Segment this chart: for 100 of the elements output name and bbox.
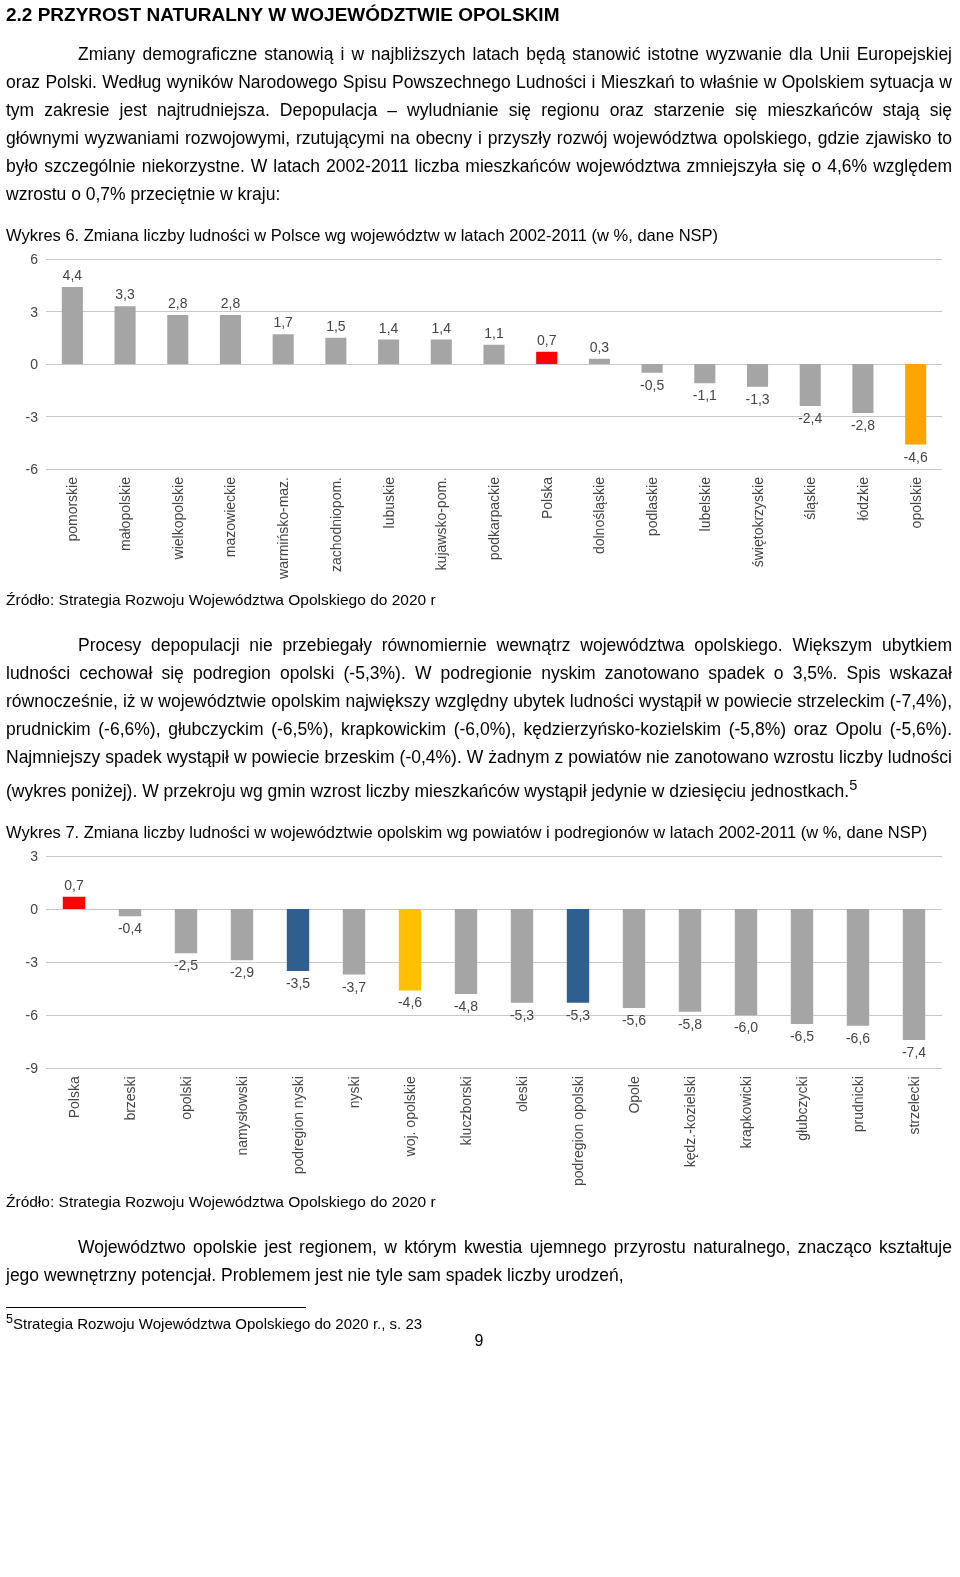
data-label: -6,6 (845, 1029, 871, 1046)
data-label: 0,3 (589, 338, 610, 355)
text: 2.2 PRZYROST NATURALNY W WOJEWÓDZTWIE OPOLSKIM (6, 4, 561, 26)
x-tick-label: świętokrzyskie (749, 476, 766, 568)
x-tick-label: prudnicki (850, 1076, 866, 1133)
bar (483, 344, 505, 364)
text: $^{5}$Strategia Rozwoju Województwa Opolskiego do 2020 r., s. 23 (6, 1310, 423, 1332)
x-tick-label: namysłowski (234, 1076, 250, 1156)
bar (694, 364, 716, 384)
bar (746, 364, 769, 387)
data-label: -0,4 (117, 919, 143, 936)
data-label: -5,8 (677, 1015, 703, 1032)
y-tick-label: 0 (30, 900, 39, 917)
x-tick-label: podkarpackie (486, 476, 502, 561)
data-label: 1,4 (431, 319, 452, 336)
x-tick-label: warmińsko-maz. (275, 477, 292, 580)
bar (852, 364, 874, 413)
bar (61, 287, 83, 364)
text: Źródło: Strategia Rozwoju Województwa Opolskiego do 2020 r (6, 1192, 437, 1211)
y-tick-label: 3 (30, 847, 39, 864)
x-tick-label: lubuskie (380, 476, 397, 529)
x-tick-label: podlaskie (644, 476, 661, 537)
x-tick-label: oleski (514, 1076, 530, 1112)
data-label: 0,7 (536, 331, 557, 348)
data-label: -4,6 (397, 994, 423, 1011)
bar (167, 315, 189, 364)
x-tick-label: nyski (346, 1076, 362, 1108)
bar (378, 339, 400, 364)
bar (272, 334, 294, 364)
x-tick-label: opolski (178, 1076, 194, 1120)
data-label: -0,5 (640, 376, 665, 393)
y-tick-label: -6 (25, 461, 39, 477)
bar (588, 358, 610, 364)
data-label: 1,1 (484, 324, 504, 341)
data-label: 3,3 (115, 286, 135, 303)
bar (430, 339, 452, 364)
x-tick-label: małopolskie (117, 476, 134, 551)
y-tick-label: 0 (30, 356, 39, 372)
data-label: -2,9 (229, 964, 255, 981)
y-tick-label: -9 (25, 1060, 39, 1077)
data-label: -3,7 (341, 978, 367, 995)
data-label: -1,1 (692, 387, 718, 404)
x-tick-label: Polska (538, 476, 555, 520)
x-tick-label: krapkowicki (738, 1076, 754, 1149)
bar (325, 337, 347, 364)
data-label: 2,8 (220, 295, 241, 311)
bar (114, 306, 136, 364)
chart-title: Wykres 6. Zmiana liczby ludności w Polsce wg województw w latach 2002-2011 (w %, dane NSP) (6, 226, 720, 245)
x-tick-label: Opole (626, 1075, 642, 1114)
y-tick-label: 6 (30, 251, 39, 267)
x-tick-label: kędz.-kozielski (682, 1076, 698, 1168)
data-label: -6,0 (733, 1019, 759, 1036)
data-label: 0,7 (64, 876, 84, 893)
data-label: -2,5 (173, 957, 199, 974)
data-label: -5,6 (621, 1011, 647, 1028)
text: Procesy depopulacji nie przebiegały równomiernie wewnątrz województwa opolskiego. Większym ubytkiem ludności cechował się podregion opolski (-5,3%). W podregionie nyskim zanotowano spadek o 3,5%. Spis wskazał równocześnie, iż w województwie opolskim największy względny ubytek ludności wystąpił w powiecie strzeleckim (-7,4%), prudnickim (-6,6%), głubczyckim (-6,5%), krapkowickim (-6,0%), kędzierzyńsko-kozielskim (-5,8%) oraz Opolu (-5,6%). Najmniejszy spadek wystąpił w powiecie brzeskim (-0,4%). W żadnym z powiatów nie zanotowano wzrostu liczby ludności (wykres poniżej). W przekroju wg gmin wzrost liczby mieszkańców wystąpił jedynie w dziesięciu jednostkach.$^{5}$ (6, 634, 952, 803)
data-label: -5,3 (509, 1006, 535, 1023)
x-tick-label: wielkopolskie (169, 476, 186, 561)
bar (799, 364, 821, 406)
bar (219, 315, 242, 364)
x-tick-label: łódzkie (854, 476, 871, 521)
chart-title: Wykres 7. Zmiana liczby ludności w województwie opolskim wg powiatów i podregionów w latach 2002-2011 (w %, dane NSP) (6, 822, 929, 842)
x-tick-label: mazowieckie (222, 476, 239, 558)
y-tick-label: -6 (25, 1007, 39, 1024)
x-tick-label: podregion opolski (570, 1076, 586, 1186)
x-tick-label: głubczycki (794, 1076, 810, 1141)
data-label: 1,7 (273, 314, 294, 331)
x-tick-label: strzelecki (906, 1076, 922, 1135)
bar (536, 351, 558, 364)
text: Zmiany demograficzne stanowią i w najbliższych latach będą stanowić istotne wyzwanie dla Unii Europejskiej oraz Polski. Według wyników Narodowego Spisu Powszechnego Ludności i Mieszkań to właśnie w Opolskiem sytuacja w tym zakresie jest najtrudniejsza. Depopulacja – wyludnianie się regionu oraz starzenie się mieszkańców stają się głównymi wyzwaniami rozwojowymi, rzutującymi na obecny i przyszły rozwój województwa opolskiego, gdzie zjawisko to było szczególnie niekorzystne. W latach 2002-2011 liczba mieszkańców województwa zmniejszyła się o 4,6% względem wzrostu o 0,7% przeciętnie w kraju: (6, 43, 952, 206)
y-tick-label: 3 (30, 303, 39, 320)
x-tick-label: brzeski (122, 1076, 138, 1121)
bar (641, 364, 663, 373)
y-tick-label: -3 (25, 408, 39, 425)
data-label: -4,6 (903, 448, 928, 465)
data-label: -7,4 (901, 1043, 927, 1060)
data-label: -1,3 (745, 390, 770, 407)
x-tick-label: kluczborski (458, 1076, 474, 1146)
x-tick-label: śląskie (802, 476, 819, 520)
text: Województwo opolskie jest regionem, w którym kwestia ujemnego przyrostu naturalnego, znacząco kształtuje jego wewnętrzny potencjał. Problemem jest nie tyle sam spadek liczby urodzeń, (6, 1235, 952, 1287)
x-tick-label: lubelskie (696, 476, 713, 532)
x-tick-label: kujawsko-pom. (433, 477, 450, 571)
x-tick-label: Polska (66, 1075, 82, 1119)
text: Źródło: Strategia Rozwoju Województwa Opolskiego do 2020 r (6, 591, 437, 609)
data-label: -5,3 (565, 1006, 591, 1023)
x-tick-label: opolskie (907, 476, 924, 529)
x-tick-label: woj. opolskie (402, 1075, 418, 1158)
data-label: 2,8 (168, 295, 188, 311)
data-label: -3,5 (285, 974, 311, 991)
data-label: -6,5 (789, 1027, 815, 1044)
data-label: 4,4 (62, 267, 83, 283)
x-tick-label: dolnośląskie (591, 476, 608, 555)
bar (905, 364, 927, 445)
x-tick-label: podregion nyski (290, 1076, 306, 1175)
x-tick-label: pomorskie (64, 476, 81, 542)
data-label: -4,8 (453, 997, 479, 1014)
x-tick-label: zachodniopom. (327, 477, 344, 572)
data-label: -2,8 (850, 417, 876, 433)
text: 9 (473, 1331, 485, 1350)
data-label: 1,4 (378, 319, 399, 336)
